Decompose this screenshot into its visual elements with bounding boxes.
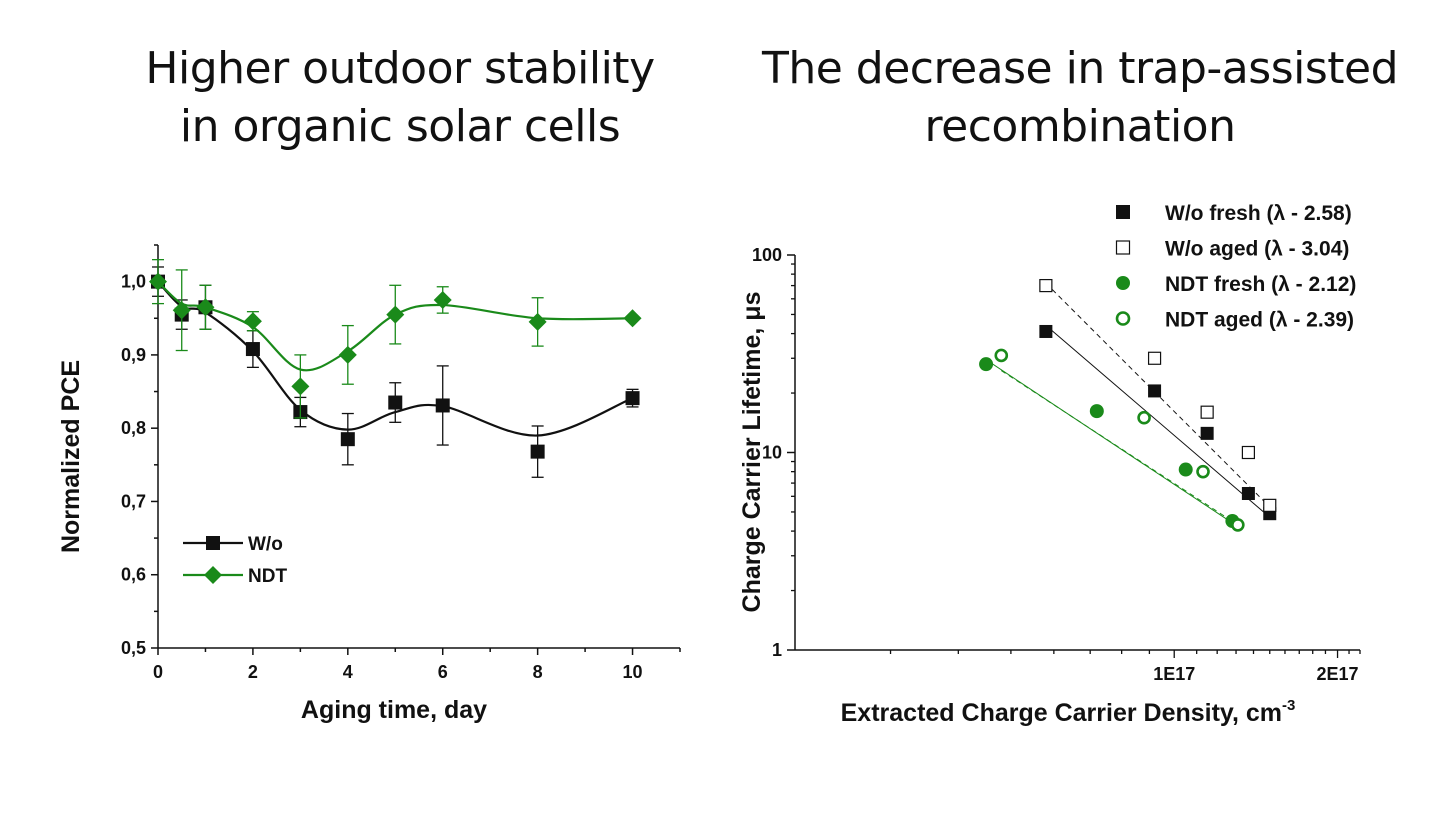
y-tick-label: 0,9 <box>121 345 146 365</box>
data-point <box>994 348 1009 363</box>
x-tick-label: 2 <box>248 662 258 682</box>
data-point <box>435 398 450 413</box>
y-axis-title: Charge Carrier Lifetime, μs <box>738 292 766 613</box>
data-point <box>1231 518 1245 532</box>
data-point <box>245 342 260 357</box>
series-NDT aged (λ - 2.39) <box>994 348 1245 532</box>
legend-entry: NDT aged (λ - 2.39) <box>1115 309 1354 332</box>
data-point <box>433 290 452 309</box>
legend-marker <box>204 566 222 584</box>
data-point <box>623 309 642 328</box>
series-W/o <box>151 266 640 478</box>
fit-line <box>1045 282 1271 508</box>
legend-entry: NDT fresh (λ - 2.12) <box>1116 273 1356 296</box>
legend-entry: W/o aged (λ - 3.04) <box>1115 238 1349 261</box>
y-tick-label: 0,5 <box>121 638 146 658</box>
data-point <box>1148 384 1162 398</box>
data-point <box>388 395 403 410</box>
y-tick-label: 10 <box>762 443 782 463</box>
fit-line <box>1001 370 1239 526</box>
data-point <box>1200 426 1214 440</box>
x-tick-label: 10 <box>623 662 643 682</box>
legend-label: NDT <box>248 566 287 587</box>
data-point <box>340 432 355 447</box>
y-axis-title: Normalized PCE <box>57 360 85 553</box>
data-point <box>1147 351 1162 365</box>
y-tick-label: 0,7 <box>121 491 146 511</box>
x-axis-title: Aging time, day <box>301 696 487 724</box>
y-tick-label: 0,6 <box>121 565 146 585</box>
x-axis-title-exponent: -3 <box>1282 697 1295 714</box>
data-point <box>530 444 545 459</box>
series-NDT <box>149 259 642 419</box>
legend-marker <box>1115 311 1131 326</box>
data-point <box>528 312 547 331</box>
legend-marker <box>1115 240 1131 255</box>
data-point <box>1089 404 1104 419</box>
legend-label: NDT fresh (λ - 2.12) <box>1165 273 1356 296</box>
legend-label: W/o aged (λ - 3.04) <box>1165 238 1349 261</box>
y-tick-label: 0,8 <box>121 418 146 438</box>
legend-marker <box>1116 205 1130 219</box>
legend-marker <box>1116 276 1130 290</box>
x-tick-label: 4 <box>343 662 353 682</box>
y-tick-label: 100 <box>752 245 782 265</box>
right-title-line-2: recombination <box>924 101 1236 152</box>
legend-label: NDT aged (λ - 2.39) <box>1165 309 1354 332</box>
right-chart-title: The decrease in trap-assisted recombinat… <box>720 40 1440 156</box>
legend-entry-NDT: NDT <box>183 566 287 587</box>
data-point <box>338 345 357 364</box>
data-point <box>291 377 310 396</box>
data-point <box>979 357 994 372</box>
data-point <box>1039 278 1053 293</box>
x-axis-title: Extracted Charge Carrier Density, cm-3 <box>841 697 1296 727</box>
data-point <box>172 301 191 320</box>
y-tick-label: 1 <box>772 640 782 660</box>
data-point <box>196 298 215 317</box>
legend-entry: W/o fresh (λ - 2.58) <box>1116 202 1352 225</box>
left-title-line-1: Higher outdoor stability <box>145 43 655 94</box>
left-chart-title: Higher outdoor stability in organic sola… <box>80 40 720 156</box>
legend-label: W/o fresh (λ - 2.58) <box>1165 202 1352 225</box>
legend-label: W/o <box>248 534 283 555</box>
right-title-line-1: The decrease in trap-assisted <box>761 43 1399 94</box>
data-point <box>1200 405 1214 419</box>
data-point <box>1039 324 1053 338</box>
data-point <box>386 305 405 324</box>
data-point <box>1178 462 1193 477</box>
x-tick-label: 2E17 <box>1317 664 1359 684</box>
series-W/o fresh (λ - 2.58) <box>1039 324 1277 521</box>
data-point <box>1263 498 1277 512</box>
data-point <box>1137 410 1151 425</box>
legend-marker <box>206 536 220 550</box>
y-tick-label: 1,0 <box>121 272 146 292</box>
x-tick-label: 0 <box>153 662 163 682</box>
fit-line <box>1045 325 1271 518</box>
x-tick-label: 1E17 <box>1153 664 1195 684</box>
x-tick-label: 6 <box>438 662 448 682</box>
data-point <box>625 391 640 406</box>
x-tick-label: 8 <box>533 662 543 682</box>
data-point <box>1241 445 1255 460</box>
legend-entry-W/o: W/o <box>183 534 283 555</box>
fit-curve <box>157 280 633 372</box>
data-point <box>149 272 167 291</box>
series-W/o aged (λ - 3.04) <box>1039 278 1277 512</box>
data-point <box>1241 487 1255 501</box>
fit-curve <box>157 280 633 437</box>
data-point <box>243 312 262 331</box>
left-title-line-2: in organic solar cells <box>179 101 621 152</box>
series-NDT fresh (λ - 2.12) <box>979 357 1240 528</box>
data-point <box>1196 464 1210 479</box>
